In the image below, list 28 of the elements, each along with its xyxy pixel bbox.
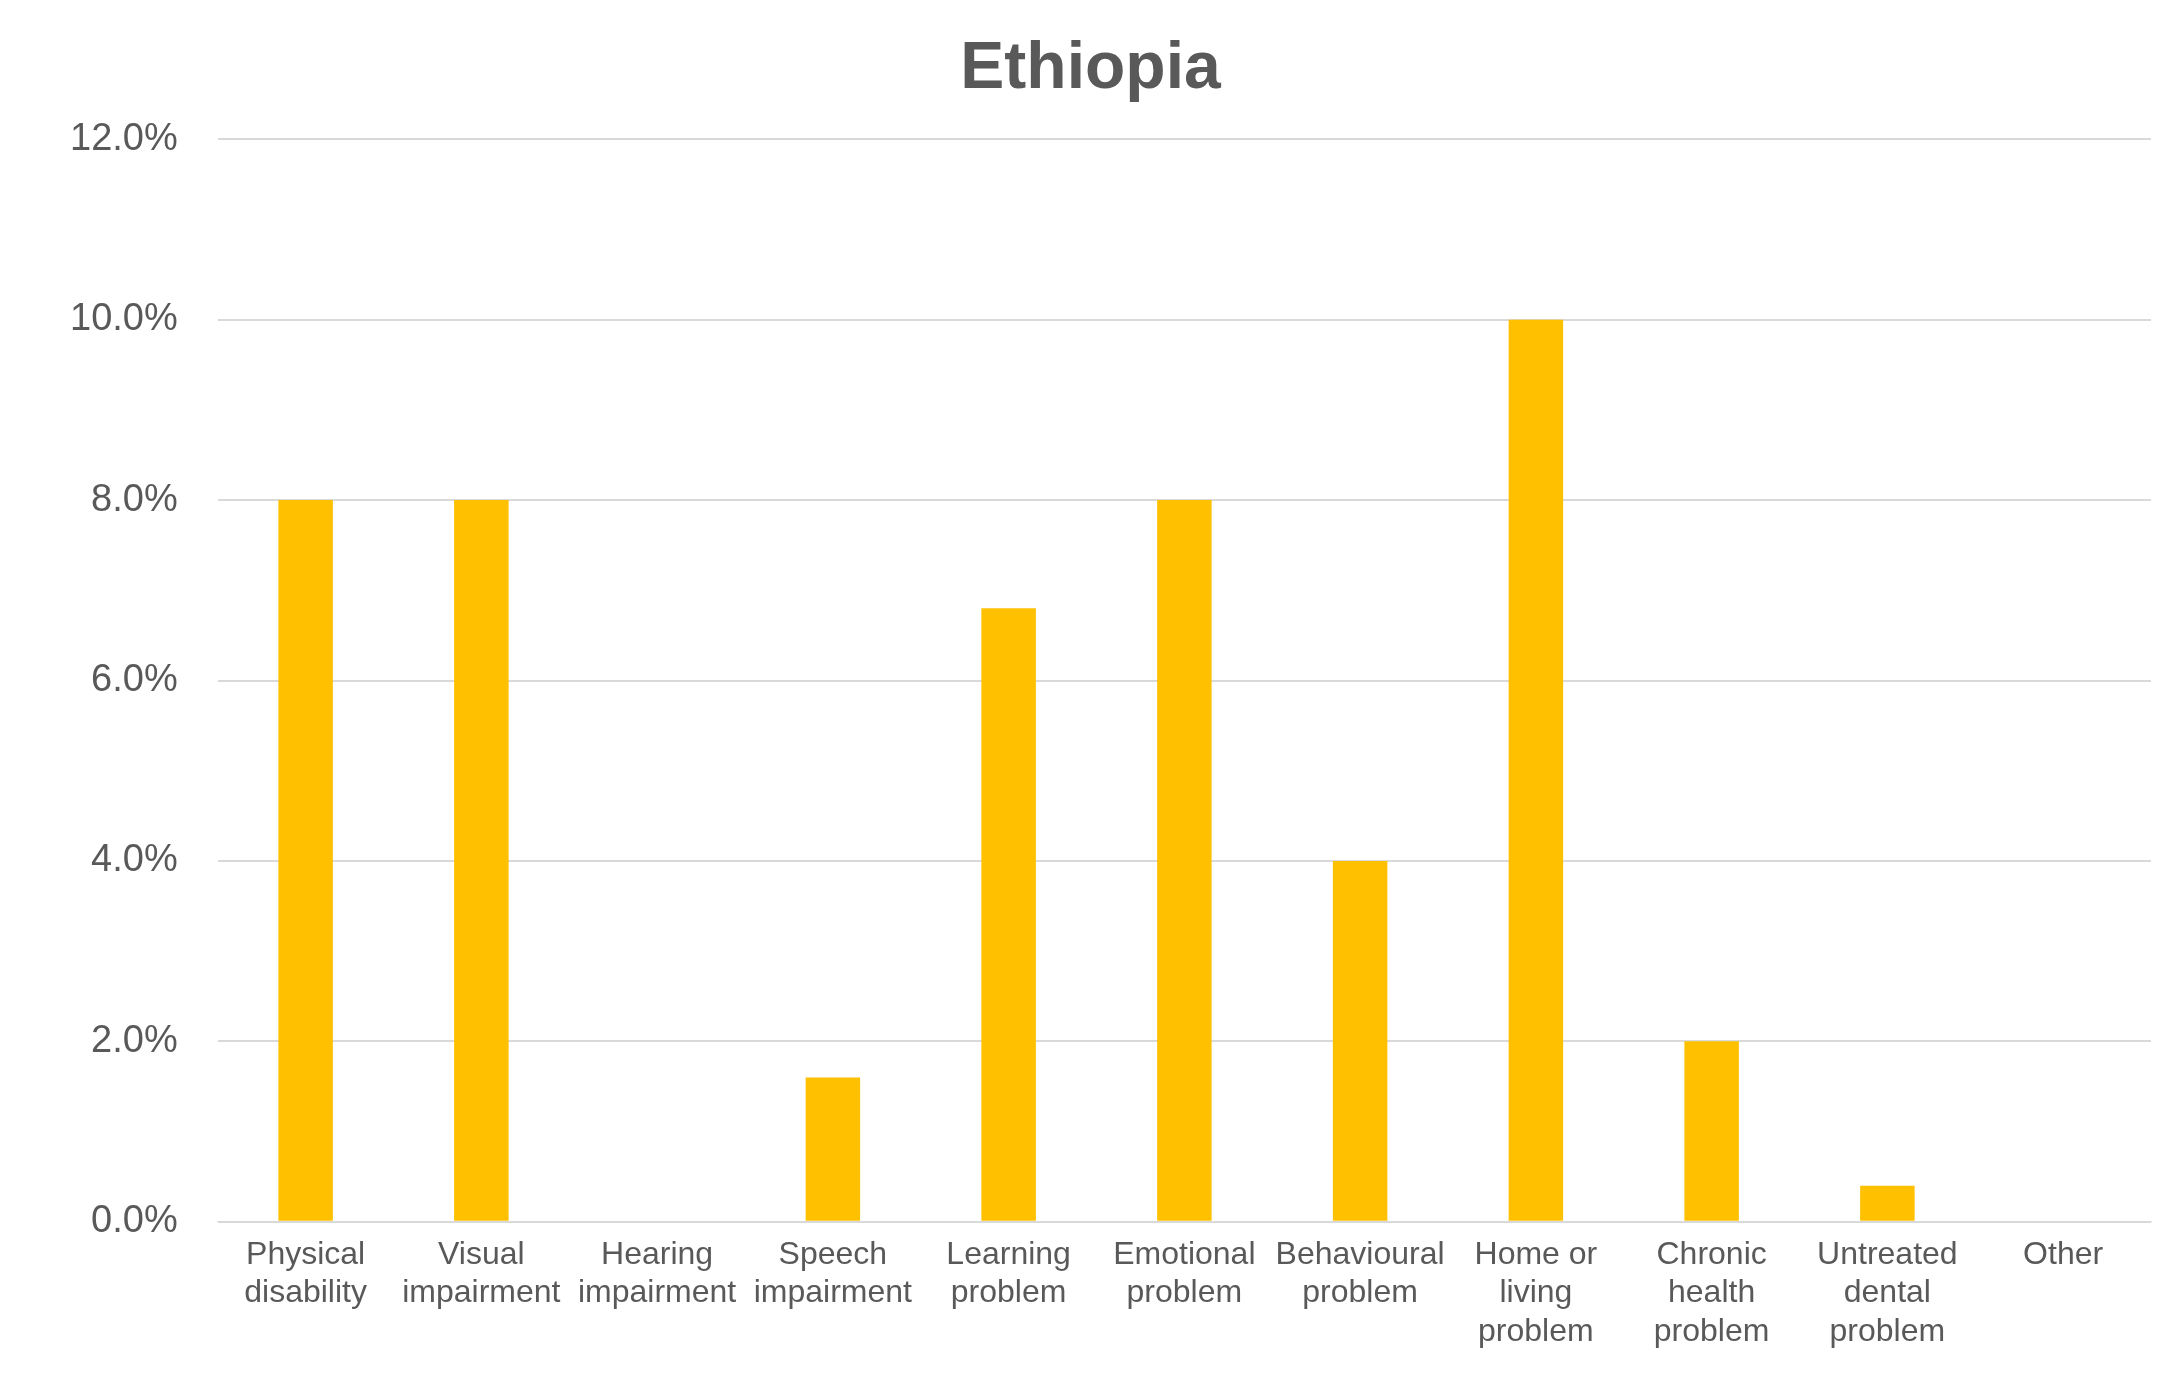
bar xyxy=(981,608,1036,1221)
bar xyxy=(1508,319,1564,1221)
x-tick-label: Physical disability xyxy=(244,1234,367,1310)
y-tick-label: 10.0% xyxy=(70,296,178,339)
bar xyxy=(1157,500,1212,1221)
y-tick-label: 6.0% xyxy=(91,656,178,699)
bar xyxy=(1332,860,1388,1221)
bar xyxy=(454,500,509,1221)
bar xyxy=(278,500,333,1221)
y-tick-label: 2.0% xyxy=(91,1017,178,1060)
chart-title: Ethiopia xyxy=(960,27,1222,102)
x-tick-label: Learning problem xyxy=(946,1234,1071,1310)
x-tick-label: Visual impairment xyxy=(402,1234,561,1310)
x-tick-label: Hearing impairment xyxy=(577,1234,737,1310)
bar xyxy=(1684,1041,1739,1221)
x-tick-label: Other xyxy=(2023,1234,2104,1271)
x-tick-label: Emotional problem xyxy=(1113,1234,1256,1310)
y-tick-label: 12.0% xyxy=(70,115,178,158)
x-tick-label: Speech impairment xyxy=(753,1234,913,1310)
x-tick-label: Untreated dental problem xyxy=(1817,1234,1958,1348)
x-tick-label: Behavioural problem xyxy=(1275,1234,1445,1310)
y-tick-label: 8.0% xyxy=(91,476,178,519)
bar xyxy=(1860,1185,1915,1221)
x-tick-label: Home or living problem xyxy=(1474,1234,1598,1348)
y-tick-label: 0.0% xyxy=(91,1198,178,1241)
x-tick-label: Chronic health problem xyxy=(1653,1234,1770,1348)
bar xyxy=(805,1077,861,1221)
y-tick-label: 4.0% xyxy=(91,837,178,880)
